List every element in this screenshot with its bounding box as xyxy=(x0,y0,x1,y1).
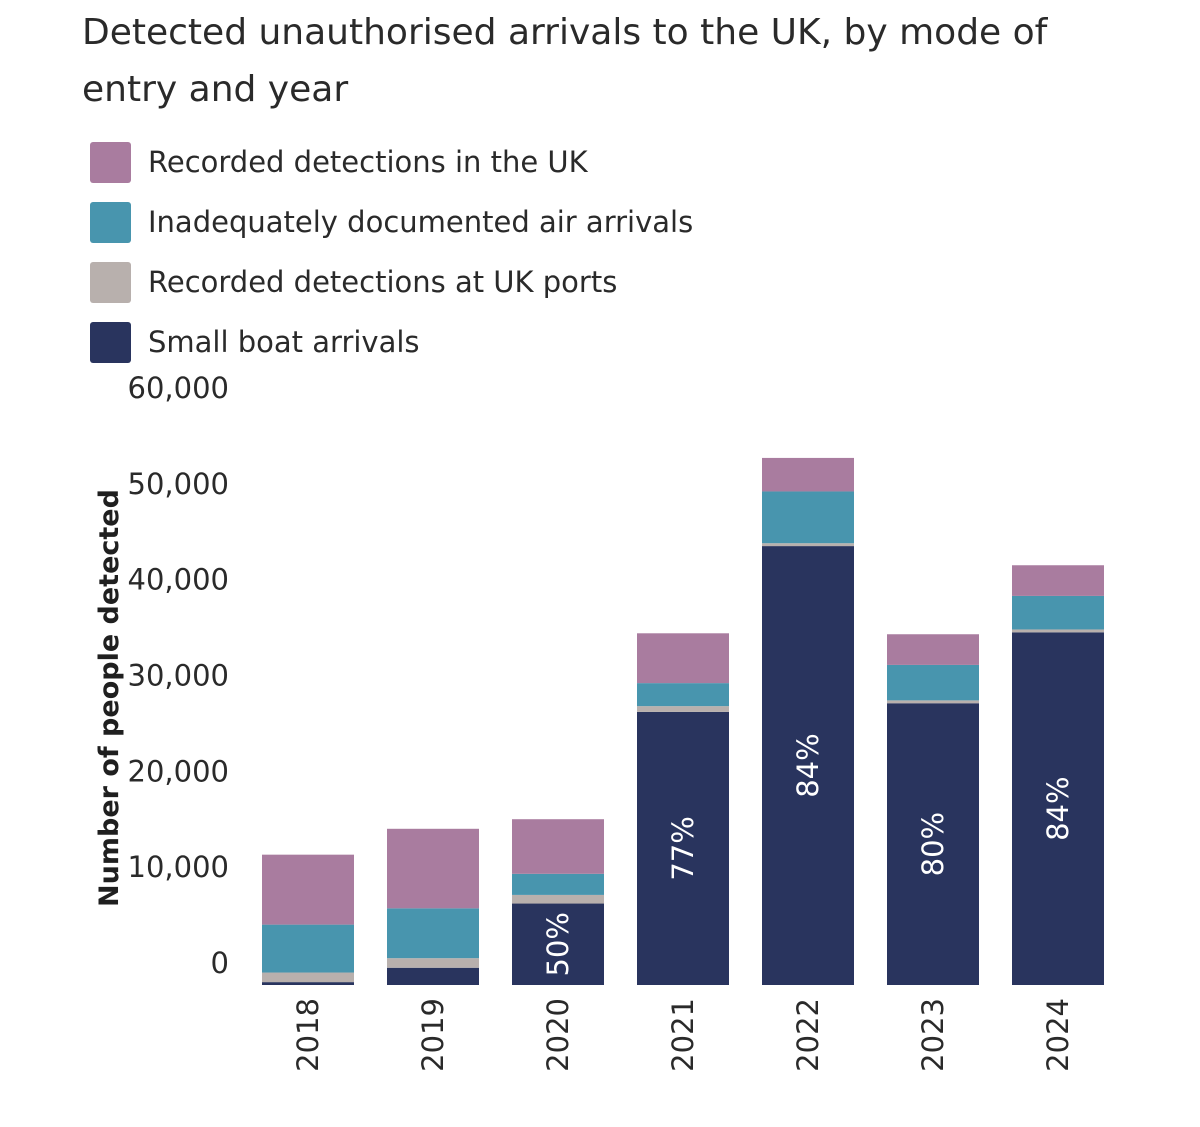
bar-segment-recorded-detections-at-uk-ports-2024 xyxy=(1012,629,1104,633)
y-tick-label: 30,000 xyxy=(128,659,229,693)
legend-label-uk-detections: Recorded detections in the UK xyxy=(148,145,588,179)
x-tick-label-2019: 2019 xyxy=(416,998,450,1072)
y-tick-label: 40,000 xyxy=(128,563,229,597)
bar-segment-small-boat-arrivals-2023 xyxy=(887,703,979,985)
x-axis-ticks: 2018 2019 2020 2021 2022 2023 2024 xyxy=(291,998,1075,1072)
bar-segment-small-boat-arrivals-2020 xyxy=(512,903,604,985)
bar-segment-recorded-detections-in-the-uk-2018 xyxy=(262,854,354,925)
legend-label-small-boats: Small boat arrivals xyxy=(148,325,420,359)
bar-segment-small-boat-arrivals-2021 xyxy=(637,711,729,985)
percentage-label-2022: 84% xyxy=(791,733,825,797)
legend-swatch-port-detections xyxy=(90,262,131,303)
bar-segment-inadequately-documented-air-arrivals-2022 xyxy=(762,491,854,544)
x-tick-label-2023: 2023 xyxy=(916,998,950,1072)
legend-swatch-air-arrivals xyxy=(90,202,131,243)
legend-item-small-boats: Small boat arrivals xyxy=(90,322,693,382)
x-tick-label-2020: 2020 xyxy=(541,998,575,1072)
bar-segment-inadequately-documented-air-arrivals-2023 xyxy=(887,664,979,701)
bar-segment-recorded-detections-at-uk-ports-2022 xyxy=(762,543,854,547)
y-tick-label: 20,000 xyxy=(128,754,229,788)
y-axis-label: Number of people detected xyxy=(94,489,125,907)
bar-segment-recorded-detections-in-the-uk-2021 xyxy=(637,633,729,684)
x-tick-label-2021: 2021 xyxy=(666,998,700,1072)
bar-segment-small-boat-arrivals-2018 xyxy=(262,982,354,985)
chart-title: Detected unauthorised arrivals to the UK… xyxy=(82,12,1048,110)
bar-segment-recorded-detections-in-the-uk-2022 xyxy=(762,457,854,492)
percentage-labels: 50% 77% 84% 80% 84% xyxy=(541,733,1075,976)
bar-segment-recorded-detections-in-the-uk-2023 xyxy=(887,634,979,665)
bar-segment-inadequately-documented-air-arrivals-2021 xyxy=(637,683,729,707)
legend-swatch-small-boats xyxy=(90,322,131,363)
legend-item-air-arrivals: Inadequately documented air arrivals xyxy=(90,202,693,262)
bar-segment-inadequately-documented-air-arrivals-2019 xyxy=(387,908,479,959)
y-tick-label: 0 xyxy=(211,946,229,980)
legend-label-port-detections: Recorded detections at UK ports xyxy=(148,265,618,299)
percentage-label-2023: 80% xyxy=(916,812,950,876)
percentage-label-2020: 50% xyxy=(541,912,575,976)
bar-segment-recorded-detections-in-the-uk-2020 xyxy=(512,819,604,874)
bar-segment-recorded-detections-in-the-uk-2024 xyxy=(1012,565,1104,596)
bar-segment-inadequately-documented-air-arrivals-2018 xyxy=(262,924,354,973)
bar-segment-recorded-detections-at-uk-ports-2020 xyxy=(512,894,604,904)
bar-segment-recorded-detections-in-the-uk-2019 xyxy=(387,828,479,909)
bar-segment-small-boat-arrivals-2024 xyxy=(1012,632,1104,985)
bar-segment-small-boat-arrivals-2019 xyxy=(387,967,479,985)
x-tick-label-2022: 2022 xyxy=(791,998,825,1072)
bar-segment-inadequately-documented-air-arrivals-2024 xyxy=(1012,595,1104,630)
y-tick-label: 60,000 xyxy=(128,371,229,405)
percentage-label-2024: 84% xyxy=(1041,776,1075,840)
legend-swatch-uk-detections xyxy=(90,142,131,183)
legend-item-port-detections: Recorded detections at UK ports xyxy=(90,262,693,322)
y-axis-ticks: 0 10,000 20,000 30,000 40,000 50,000 60,000 xyxy=(128,371,229,980)
y-tick-label: 10,000 xyxy=(128,850,229,884)
bar-segment-recorded-detections-at-uk-ports-2019 xyxy=(387,958,479,968)
legend-item-uk-detections: Recorded detections in the UK xyxy=(90,142,693,202)
bar-segment-recorded-detections-at-uk-ports-2021 xyxy=(637,706,729,712)
bar-segment-small-boat-arrivals-2022 xyxy=(762,546,854,985)
x-tick-label-2024: 2024 xyxy=(1041,998,1075,1072)
bars xyxy=(262,457,1104,985)
percentage-label-2021: 77% xyxy=(666,816,700,880)
x-tick-label-2018: 2018 xyxy=(291,998,325,1072)
bar-segment-recorded-detections-at-uk-ports-2018 xyxy=(262,972,354,983)
bar-segment-recorded-detections-at-uk-ports-2023 xyxy=(887,700,979,704)
y-tick-label: 50,000 xyxy=(128,467,229,501)
legend: Recorded detections in the UK Inadequate… xyxy=(90,142,693,382)
legend-label-air-arrivals: Inadequately documented air arrivals xyxy=(148,205,694,239)
bar-segment-inadequately-documented-air-arrivals-2020 xyxy=(512,873,604,895)
